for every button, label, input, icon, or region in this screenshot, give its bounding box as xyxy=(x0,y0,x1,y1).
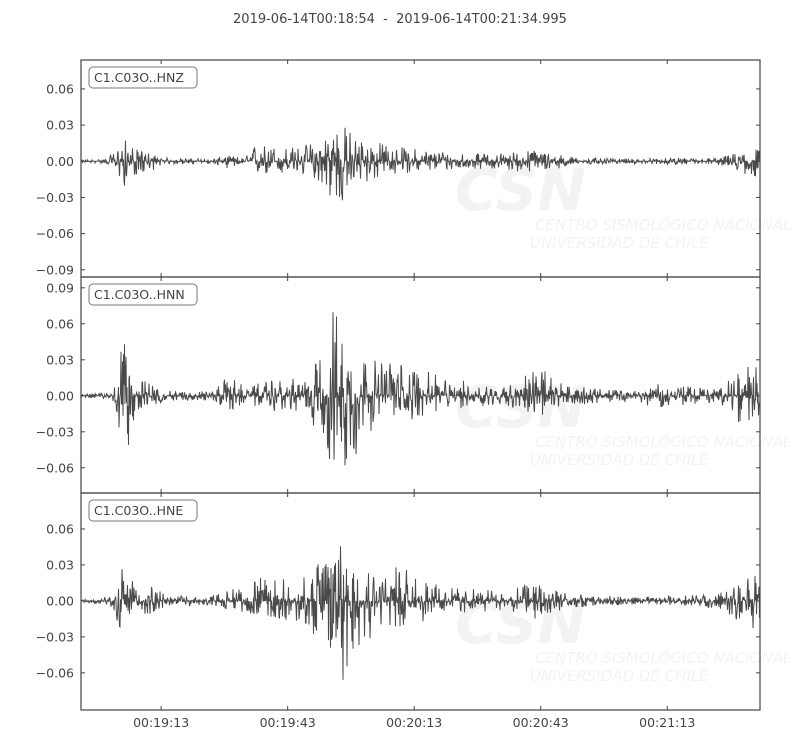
trace-label-box xyxy=(88,283,198,306)
y-tick-label: 0.03 xyxy=(46,118,74,133)
watermark-line1: CENTRO SISMOLÓGICO NACIONAL xyxy=(535,648,791,667)
x-tick-label: 00:19:43 xyxy=(260,715,316,730)
watermark-line2: UNIVERSIDAD DE CHILE xyxy=(530,667,709,685)
y-tick-label: −0.06 xyxy=(36,665,74,680)
watermark-line1: CENTRO SISMOLÓGICO NACIONAL xyxy=(535,432,791,451)
axes-frame xyxy=(80,492,761,711)
trace-label-text: C1.C03O..HNZ xyxy=(94,70,184,85)
y-tick-label: −0.06 xyxy=(36,226,74,241)
y-tick-label: 0.06 xyxy=(46,316,74,331)
trace-label: C1.C03O..HNZ xyxy=(88,66,198,89)
y-tick-label: 0.00 xyxy=(46,388,74,403)
watermark-logo-text: CSN xyxy=(455,373,586,441)
y-tick-label: 0.00 xyxy=(46,593,74,608)
watermark-line2: UNIVERSIDAD DE CHILE xyxy=(530,234,709,252)
x-tick-label: 00:20:13 xyxy=(386,715,442,730)
y-tick-label: 0.00 xyxy=(46,154,74,169)
trace-label: C1.C03O..HNN xyxy=(88,283,198,306)
y-tick-label: −0.06 xyxy=(36,460,74,475)
waveform-trace xyxy=(80,312,761,466)
trace-label: C1.C03O..HNE xyxy=(88,499,198,522)
watermark-line2: UNIVERSIDAD DE CHILE xyxy=(530,451,709,469)
y-tick-label: −0.03 xyxy=(36,424,74,439)
watermark-line1: CENTRO SISMOLÓGICO NACIONAL xyxy=(535,215,791,234)
x-tick-label: 00:19:13 xyxy=(133,715,189,730)
y-tick-label: −0.03 xyxy=(36,190,74,205)
y-tick-label: 0.06 xyxy=(46,521,74,536)
waveform-trace xyxy=(80,546,761,680)
chart-title: 2019-06-14T00:18:54 - 2019-06-14T00:21:3… xyxy=(233,12,567,27)
y-tick-label: 0.06 xyxy=(46,81,74,96)
trace-label-box xyxy=(88,499,198,522)
y-tick-label: −0.09 xyxy=(36,262,74,277)
waveform-trace xyxy=(80,127,761,201)
trace-label-text: C1.C03O..HNN xyxy=(94,287,185,302)
y-tick-label: −0.03 xyxy=(36,629,74,644)
y-tick-label: 0.09 xyxy=(46,280,74,295)
x-tick-label: 00:21:13 xyxy=(639,715,695,730)
y-tick-label: 0.03 xyxy=(46,557,74,572)
trace-label-box xyxy=(88,66,198,89)
y-tick-label: 0.03 xyxy=(46,352,74,367)
x-tick-label: 00:20:43 xyxy=(513,715,569,730)
trace-label-text: C1.C03O..HNE xyxy=(94,503,183,518)
